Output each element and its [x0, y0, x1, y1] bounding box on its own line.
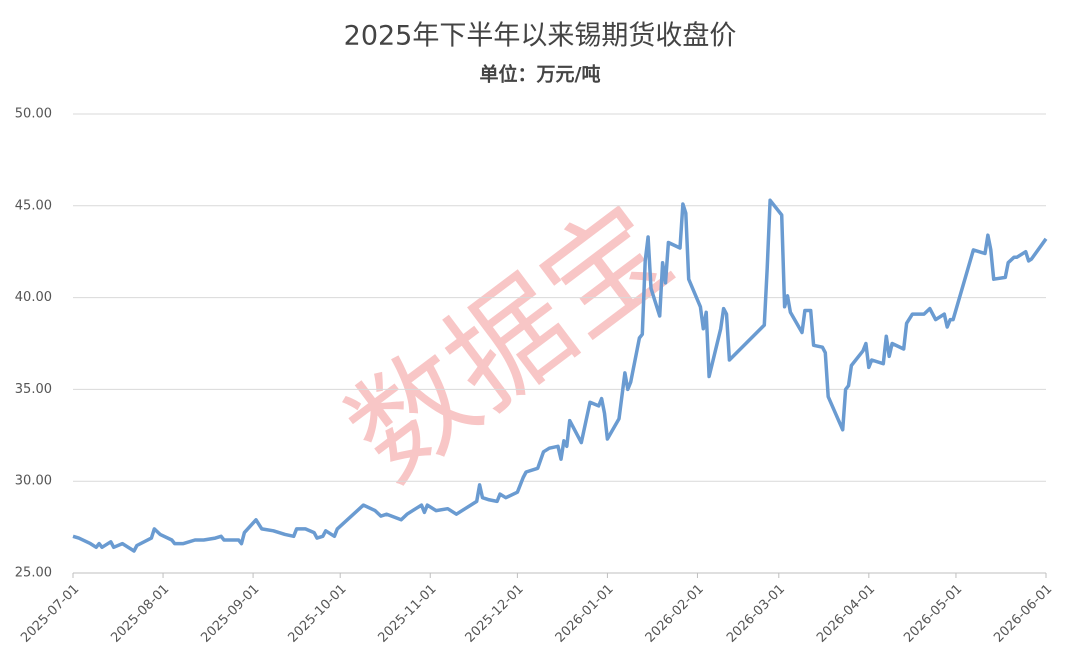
y-tick-label: 50.00 — [15, 107, 52, 122]
chart-subtitle: 单位：万元/吨 — [480, 63, 601, 86]
x-tick-label: 2026-06-01 — [991, 582, 1055, 646]
y-tick-label: 35.00 — [15, 382, 52, 397]
x-tick-label: 2025-09-01 — [198, 582, 262, 646]
chart-title: 2025年下半年以来锡期货收盘价 — [344, 21, 737, 52]
x-tick-label: 2025-10-01 — [285, 582, 349, 646]
price-line — [72, 198, 1048, 553]
x-tick-label: 2026-03-01 — [724, 582, 788, 646]
x-tick-label: 2026-05-01 — [901, 582, 965, 646]
x-tick-label: 2025-12-01 — [463, 582, 527, 646]
x-tick-label: 2026-02-01 — [643, 582, 707, 646]
y-tick-label: 40.00 — [15, 290, 52, 305]
y-tick-label: 25.00 — [15, 566, 52, 581]
y-tick-label: 30.00 — [15, 474, 52, 489]
x-tick-label: 2025-07-01 — [18, 582, 82, 646]
x-tick-label: 2025-08-01 — [108, 582, 172, 646]
x-tick-label: 2026-01-01 — [553, 582, 617, 646]
watermark: 数据宝 — [325, 180, 696, 508]
x-tick-label: 2025-11-01 — [376, 582, 440, 646]
y-tick-label: 45.00 — [15, 198, 52, 213]
x-tick-label: 2026-04-01 — [814, 582, 878, 646]
